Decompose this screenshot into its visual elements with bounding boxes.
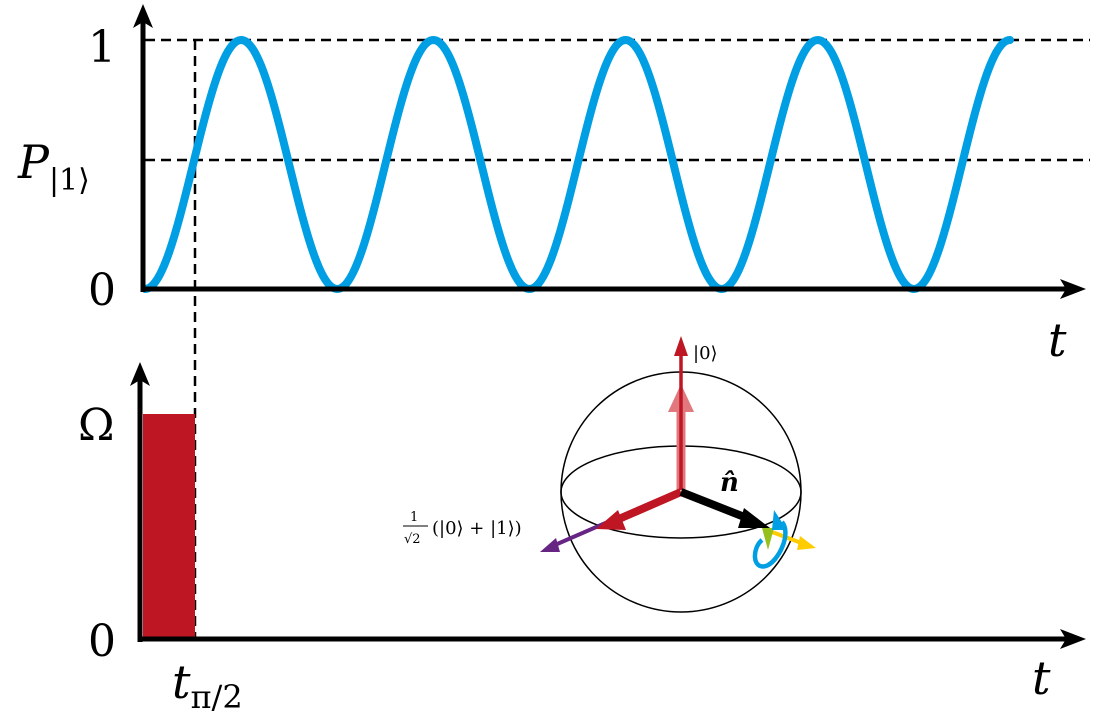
rotation-axis-arrow <box>679 488 754 524</box>
rotated-state-arrow <box>610 488 683 526</box>
superposition-label-denominator: √2 <box>404 532 421 547</box>
t-pi-half-label: tπ/2 <box>172 655 243 716</box>
top-y-axis-arrowhead <box>133 4 153 28</box>
top-y-tick-zero: 0 <box>88 265 116 316</box>
bottom-y-tick-zero: 0 <box>88 616 116 667</box>
top-x-axis-arrowhead <box>1060 279 1086 299</box>
bottom-x-axis-label: t <box>1032 651 1051 705</box>
bottom-y-tick-omega: Ω <box>78 400 114 451</box>
superposition-label-numerator: 1 <box>410 510 418 525</box>
top-x-axis-label: t <box>1048 313 1067 367</box>
bottom-plot: Ω 0 tπ/2 t <box>78 362 1086 716</box>
zero-state-label: |0⟩ <box>693 343 718 364</box>
bloch-sphere: |0⟩ n̂ 1 √2 (|0⟩ + |1⟩) <box>403 336 816 613</box>
rotation-axis-arrowhead <box>738 508 770 528</box>
rabi-oscillation-curve <box>141 35 1014 294</box>
zero-state-arrowhead <box>674 336 688 356</box>
top-y-axis-label: P|1⟩ <box>17 135 90 198</box>
yellow-vector-arrowhead <box>797 536 816 550</box>
rotation-axis-label: n̂ <box>720 468 739 498</box>
top-plot: 1 0 P|1⟩ t <box>17 4 1090 640</box>
yellow-vector-arrow <box>771 530 805 546</box>
green-vector-arrow <box>762 528 774 550</box>
bottom-y-axis-arrowhead <box>130 362 150 386</box>
bottom-x-axis-arrowhead <box>1060 629 1086 649</box>
rabi-pulse-bar <box>143 414 195 640</box>
superposition-label-state: (|0⟩ + |1⟩) <box>432 518 522 539</box>
rotation-direction-arrow <box>752 520 788 569</box>
superposition-label: 1 √2 (|0⟩ + |1⟩) <box>403 510 522 547</box>
top-y-tick-one: 1 <box>88 22 116 73</box>
rotated-state-arrowhead <box>596 510 626 530</box>
rotation-direction-arrowhead <box>772 510 787 530</box>
superposition-state-arrowhead <box>540 538 560 552</box>
